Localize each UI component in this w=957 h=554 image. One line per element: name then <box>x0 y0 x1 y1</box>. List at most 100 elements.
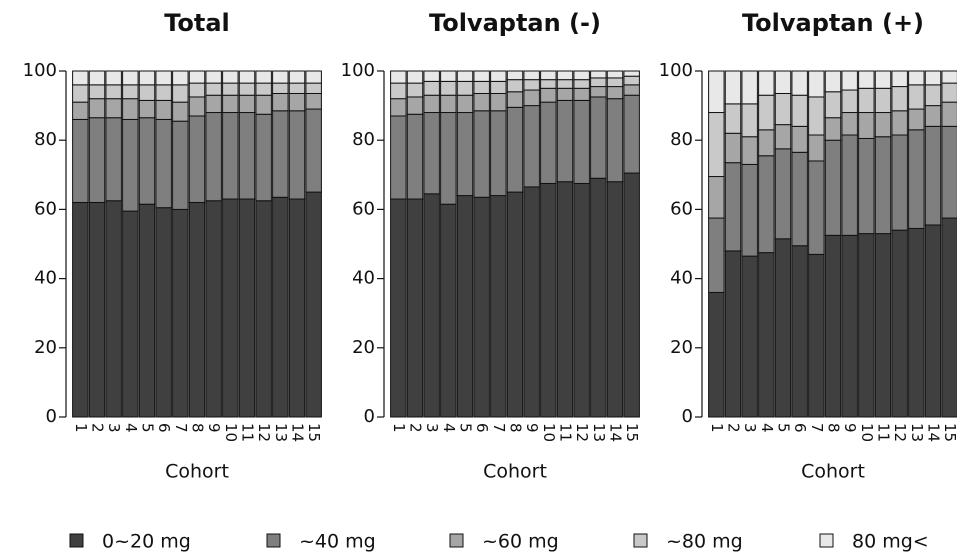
x-tick-label: 4 <box>122 423 140 433</box>
bar-segment <box>222 94 239 114</box>
bar-segment <box>490 80 507 94</box>
bar-segment <box>423 94 440 114</box>
bar-segment <box>105 84 122 100</box>
bar-segment <box>390 198 407 418</box>
bar-segment <box>490 110 507 197</box>
bar-segment <box>138 117 156 205</box>
bar-segment <box>924 84 942 107</box>
x-tick-label: 1 <box>390 423 408 433</box>
x-tick-label: 8 <box>189 423 207 433</box>
y-tick-label: 60 <box>352 198 375 219</box>
bar-segment <box>72 70 89 86</box>
bar-segment <box>490 195 507 418</box>
bar-segment <box>205 200 222 418</box>
bar-segment <box>841 134 858 236</box>
bar-segment <box>88 117 106 203</box>
x-tick-label: 11 <box>239 423 257 442</box>
bar-segment <box>138 99 156 119</box>
bar-segment <box>473 196 490 418</box>
bar-segment <box>456 80 474 96</box>
bar-segment <box>774 238 792 418</box>
bar-segment <box>205 70 222 84</box>
bar-segment <box>858 137 875 235</box>
bar-segment <box>406 113 424 200</box>
bar-segment <box>456 70 474 82</box>
x-tick-label: 8 <box>507 423 525 433</box>
bar-segment <box>238 82 256 96</box>
bar-segment <box>590 177 607 418</box>
bar-segment <box>390 82 407 100</box>
bar-segment <box>255 113 272 202</box>
y-tick-label: 20 <box>670 337 693 358</box>
bar-segment <box>724 70 742 105</box>
bar-segment <box>255 82 272 96</box>
bar-segment <box>490 92 507 112</box>
legend-label: ~60 mg <box>482 531 559 553</box>
x-tick-label: 7 <box>808 423 826 433</box>
bar-segment <box>824 70 842 93</box>
legend-label: 80 mg< <box>852 531 929 553</box>
x-tick-label: 11 <box>557 423 575 442</box>
bar-segment <box>423 112 440 195</box>
bar-segment <box>288 92 306 112</box>
y-tick-label: 60 <box>34 198 57 219</box>
bar-segment <box>238 198 256 418</box>
bar-segment <box>841 70 858 91</box>
bar-segment <box>858 87 875 114</box>
x-tick-label: 8 <box>825 423 843 433</box>
bar-segment <box>590 70 607 79</box>
bar-segment <box>188 96 206 117</box>
bar-segment <box>791 70 808 96</box>
bar-segment <box>758 155 775 254</box>
bar-segment <box>222 198 239 418</box>
bar-segment <box>305 70 322 84</box>
bar-segment <box>172 84 189 103</box>
bar-segment <box>540 79 557 89</box>
bar-segment <box>523 70 540 81</box>
bar-segment <box>122 84 139 100</box>
x-tick-label: 7 <box>490 423 508 433</box>
bar-segment <box>774 92 792 126</box>
bar-segment <box>708 217 725 293</box>
x-tick-label: 7 <box>172 423 190 433</box>
bar-segment <box>305 191 322 418</box>
x-tick-label: 4 <box>440 423 458 433</box>
bar-segment <box>623 94 640 174</box>
bar-segment <box>440 80 457 96</box>
bar-segment <box>305 92 322 110</box>
bar-segment <box>824 91 842 119</box>
bar-segment <box>791 151 808 247</box>
x-tick-label: 3 <box>741 423 759 433</box>
legend-label: 0~20 mg <box>102 531 191 553</box>
bar-segment <box>924 70 942 86</box>
bar-segment <box>891 134 908 231</box>
x-tick-label: 5 <box>457 423 475 433</box>
panel-title: Tolvaptan (-) <box>429 9 601 37</box>
bar-segment <box>440 70 457 82</box>
bar-segment <box>874 136 892 235</box>
bar-segment <box>456 94 474 114</box>
legend-swatch <box>633 533 648 548</box>
bar-segment <box>590 86 607 98</box>
bar-segment <box>590 96 607 179</box>
bar-segment <box>606 181 624 418</box>
bar-segment <box>155 118 172 209</box>
x-tick-label: 12 <box>891 423 909 442</box>
legend-swatch <box>449 533 464 548</box>
bar-segment <box>623 172 640 418</box>
bar-segment <box>573 70 590 81</box>
legend-swatch <box>819 533 834 548</box>
bar-segment <box>105 98 122 119</box>
x-tick-label: 14 <box>289 423 307 442</box>
bar-segment <box>272 70 289 84</box>
bar-segment <box>205 82 222 96</box>
bar-segment <box>791 125 808 153</box>
bar-segment <box>222 112 239 200</box>
bar-segment <box>390 70 407 84</box>
bar-segment <box>423 70 440 82</box>
bar-segment <box>423 193 440 418</box>
x-tick-label: 2 <box>89 423 107 433</box>
bar-segment <box>758 129 775 157</box>
bar-segment <box>874 233 892 418</box>
